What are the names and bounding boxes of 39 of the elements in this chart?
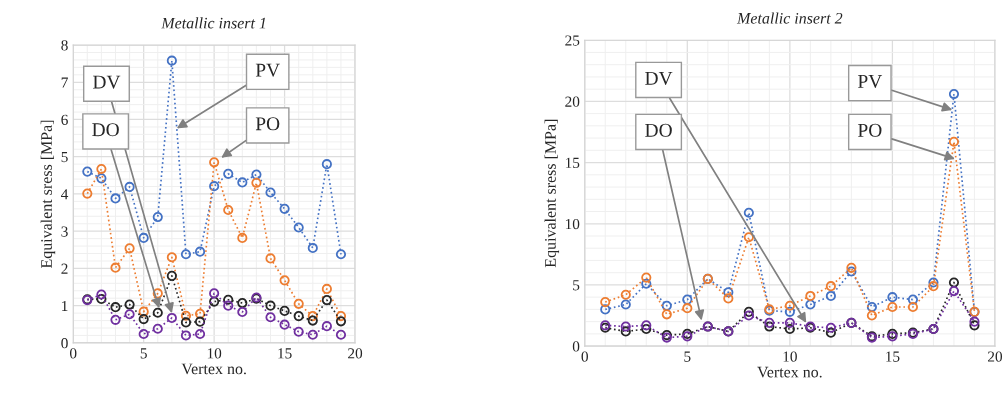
y-tick-label: 7: [61, 77, 68, 88]
annotation: DO: [92, 123, 119, 137]
x-tick-label: 15: [278, 348, 292, 359]
x-axis-title: Vertex no.: [757, 366, 822, 378]
y-tick-label: 10: [565, 218, 580, 230]
chart-title: Metallic insert 1: [161, 17, 266, 29]
x-tick-label: 5: [684, 351, 691, 362]
y-tick-label: 0: [61, 338, 68, 349]
x-tick-label: 20: [988, 351, 1003, 362]
y-tick-label: 20: [565, 96, 580, 107]
x-tick-label: 0: [69, 348, 77, 359]
x-tick-label: 15: [886, 351, 900, 362]
annotation: PO: [857, 123, 882, 137]
x-tick-label: 5: [140, 348, 147, 359]
y-tick-label: 15: [565, 157, 580, 169]
x-tick-label: 0: [581, 351, 588, 362]
y-tick-label: 5: [61, 152, 68, 163]
y-tick-label: 5: [573, 280, 580, 291]
y-axis-title: Equivalent sress [MPa]: [40, 120, 56, 269]
y-tick-label: 1: [62, 300, 68, 311]
annotation: PV: [255, 63, 280, 77]
chart-title: Metallic insert 2: [736, 12, 843, 24]
x-tick-label: 10: [783, 351, 797, 362]
x-tick-label: 20: [348, 348, 363, 359]
y-axis-title: Equivalent sress [MPa]: [544, 119, 560, 268]
annotation: DV: [92, 75, 121, 89]
y-tick-label: 3: [61, 226, 68, 237]
annotation: DO: [645, 123, 672, 137]
y-tick-label: 0: [572, 341, 580, 352]
x-axis-title: Vertex no.: [181, 363, 246, 375]
y-tick-label: 4: [61, 189, 69, 200]
y-tick-label: 6: [61, 114, 68, 125]
x-tick-label: 10: [207, 348, 222, 359]
y-tick-label: 8: [61, 40, 68, 51]
annotation: PO: [255, 117, 280, 131]
y-tick-label: 2: [61, 263, 68, 274]
y-tick-label: 25: [565, 35, 580, 46]
annotation: DV: [645, 71, 673, 85]
annotation: PV: [857, 74, 883, 88]
